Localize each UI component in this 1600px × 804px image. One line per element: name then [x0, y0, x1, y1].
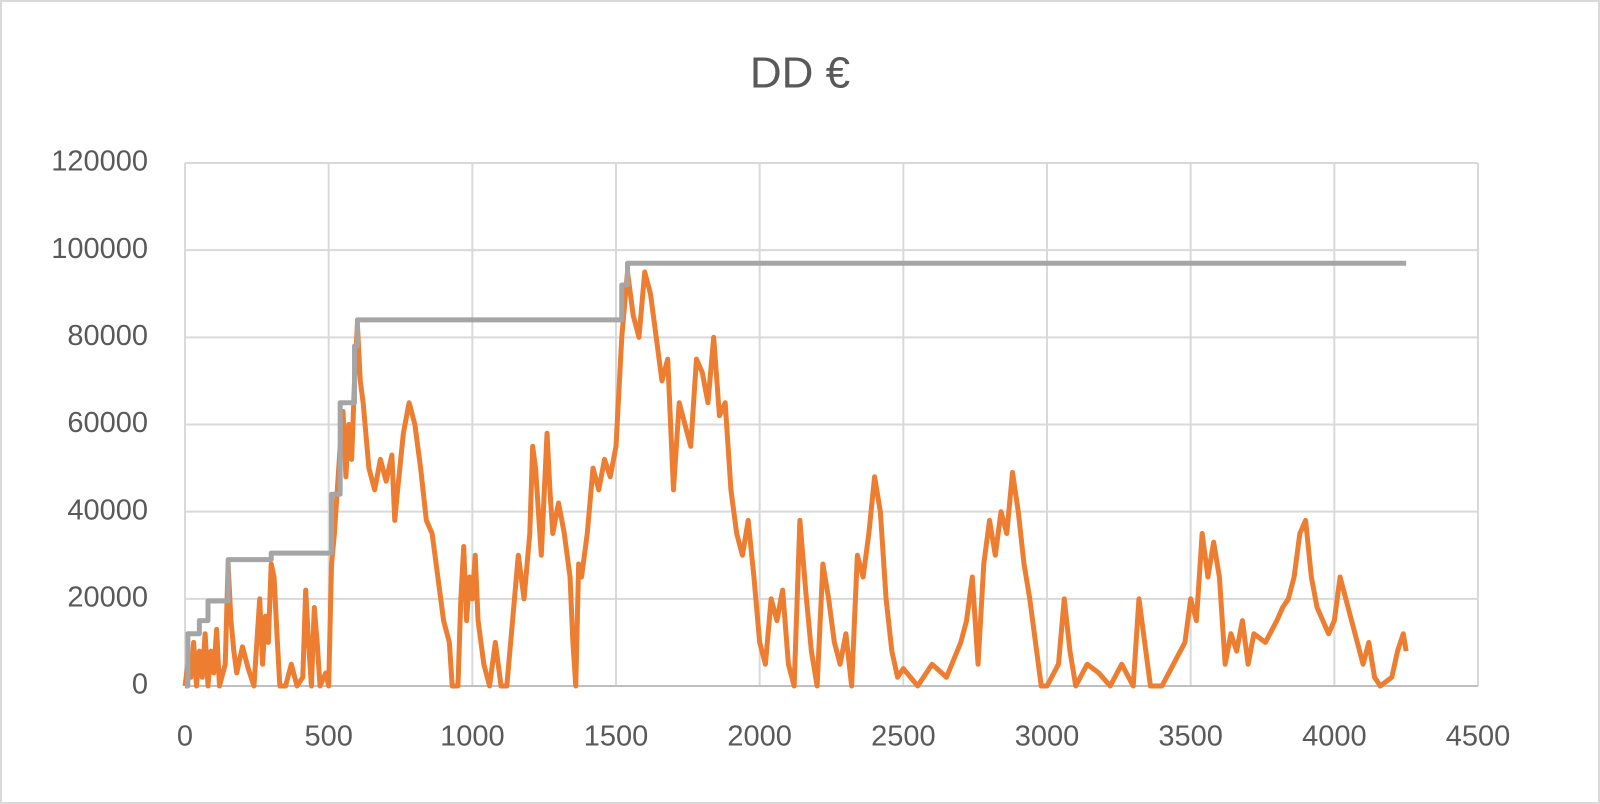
x-tick-label: 2500: [871, 721, 936, 753]
x-tick-label: 1500: [584, 721, 649, 753]
chart-title: DD €: [750, 49, 850, 98]
x-tick-label: 4000: [1302, 721, 1367, 753]
series-line: [182, 269, 1409, 689]
x-tick-label: 3500: [1158, 721, 1223, 753]
y-tick-label: 60000: [67, 407, 148, 439]
x-tick-label: 0: [177, 721, 193, 753]
x-tick-label: 2000: [727, 721, 792, 753]
x-tick-label: 500: [304, 721, 352, 753]
x-tick-label: 3000: [1015, 721, 1080, 753]
x-tick-label: 1000: [440, 721, 505, 753]
series-line: [185, 260, 1407, 689]
y-tick-label: 40000: [67, 494, 148, 526]
y-tick-label: 80000: [67, 320, 148, 352]
y-tick-label: 0: [132, 669, 148, 701]
x-tick-label: 4500: [1446, 721, 1511, 753]
y-tick-label: 100000: [51, 233, 148, 265]
y-tick-label: 20000: [67, 581, 148, 613]
y-tick-label: 120000: [51, 146, 148, 178]
